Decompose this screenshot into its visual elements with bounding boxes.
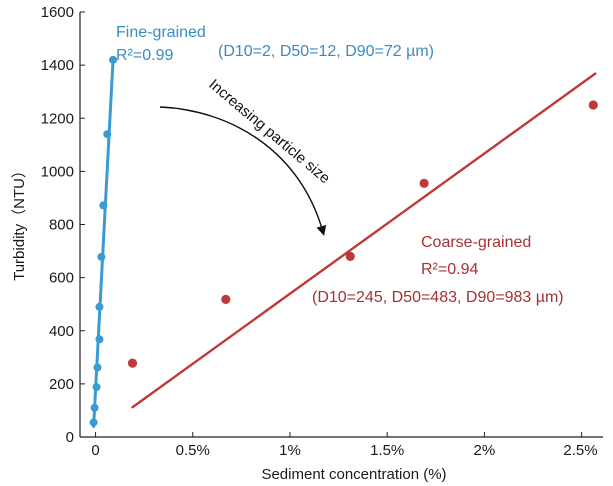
x-tick-label: 1%	[279, 442, 301, 459]
y-tick-label: 0	[66, 429, 74, 446]
increasing-size-arrow	[159, 106, 327, 236]
y-axis-label: Turbidity（NTU）	[11, 163, 28, 281]
coarse-grained-r2: R²=0.94	[421, 261, 478, 278]
fine-grained-point	[95, 302, 104, 311]
fine-grained-point	[90, 403, 99, 412]
y-tick-label: 600	[49, 270, 74, 287]
y-tick-label: 1400	[41, 57, 74, 74]
y-tick-label: 200	[49, 376, 74, 393]
coarse-grained-point	[588, 100, 598, 110]
fine-grained-r2: R²=0.99	[116, 47, 173, 64]
fine-grained-point	[92, 383, 101, 392]
fine-grained-size: (D10=2, D50=12, D90=72 µm)	[218, 43, 434, 60]
fine-grained-point	[109, 55, 118, 64]
increasing-size-label: Increasing particle size	[205, 76, 333, 187]
fine-grained-point	[93, 363, 102, 372]
fine-grained-point	[97, 252, 106, 261]
coarse-grained-label: Coarse-grained	[421, 234, 531, 251]
fine-grained-fit-line	[92, 58, 115, 428]
coarse-grained-point	[419, 178, 429, 188]
fine-grained-point	[89, 418, 98, 427]
coarse-grained-fit-line	[131, 72, 597, 409]
fine-grained-label: Fine-grained	[116, 24, 206, 41]
y-tick-label: 1600	[41, 4, 74, 21]
coarse-grained-size: (D10=245, D50=483, D90=983 µm)	[312, 289, 564, 306]
fine-grained-point	[103, 130, 112, 139]
y-tick-label: 1000	[41, 163, 74, 180]
x-tick-label: 2.5%	[563, 442, 597, 459]
fine-grained-point	[99, 201, 108, 210]
coarse-grained-point	[345, 251, 355, 261]
x-tick-label: 0	[91, 442, 99, 459]
data-points	[89, 55, 598, 427]
x-tick-label: 2%	[474, 442, 496, 459]
fine-grained-point	[95, 335, 104, 344]
y-tick-label: 400	[49, 323, 74, 340]
y-tick-label: 1200	[41, 110, 74, 127]
x-tick-label: 1.5%	[370, 442, 404, 459]
y-tick-label: 800	[49, 217, 74, 234]
x-tick-label: 0.5%	[176, 442, 210, 459]
axes: 0 200 400 600 800 1000 1200 1400 1600 0 0.5% 1% 1.5%…	[41, 4, 603, 459]
coarse-grained-point	[221, 294, 231, 305]
x-axis-label: Sediment concentration (%)	[261, 466, 446, 483]
coarse-grained-point	[127, 358, 138, 368]
